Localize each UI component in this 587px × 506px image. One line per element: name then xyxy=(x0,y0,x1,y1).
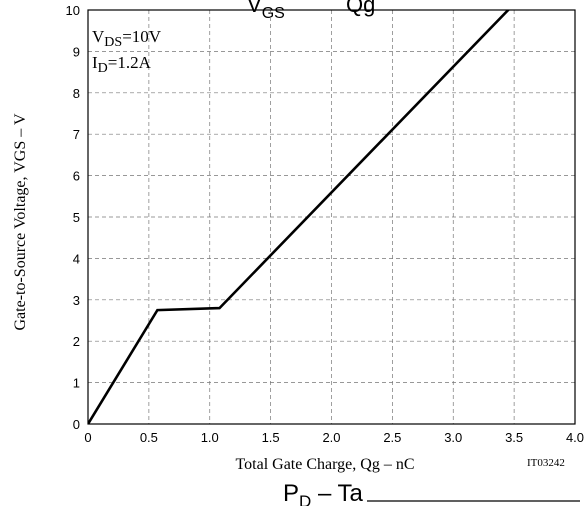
chart-title-right: Qg xyxy=(346,0,375,17)
y-tick-label: 5 xyxy=(73,210,80,225)
x-tick-label: 0.5 xyxy=(140,430,158,445)
x-tick-label: 2.5 xyxy=(383,430,401,445)
plot-frame xyxy=(87,9,576,425)
x-tick-label: 1.5 xyxy=(262,430,280,445)
grid-lines xyxy=(88,10,575,424)
x-tick-label: 0 xyxy=(84,430,91,445)
x-tick-label: 1.0 xyxy=(201,430,219,445)
x-tick-label: 4.0 xyxy=(566,430,584,445)
chart-title-left: VGS xyxy=(247,0,285,22)
x-tick-label: 2.0 xyxy=(322,430,340,445)
y-tick-label: 1 xyxy=(73,376,80,391)
y-tick-labels: 0 1 2 3 4 5 6 7 8 9 10 xyxy=(66,3,80,432)
series-group xyxy=(88,10,511,424)
x-tick-label: 3.0 xyxy=(444,430,462,445)
annotation-vds: VDS=10V xyxy=(92,27,162,50)
y-tick-label: 6 xyxy=(73,169,80,184)
annotation-id: ID=1.2A xyxy=(92,53,152,76)
y-tick-label: 7 xyxy=(73,127,80,142)
series-line-0 xyxy=(88,10,511,424)
y-tick-label: 2 xyxy=(73,334,80,349)
x-axis-label: Total Gate Charge, Qg – nC xyxy=(236,456,415,473)
y-tick-label: 10 xyxy=(66,3,80,18)
next-chart-title: PD – Ta xyxy=(283,480,364,506)
y-tick-label: 9 xyxy=(73,44,80,59)
y-tick-label: 3 xyxy=(73,293,80,308)
chart-title-left-sub: GS xyxy=(262,5,285,22)
y-tick-label: 0 xyxy=(73,417,80,432)
figure-code: IT03242 xyxy=(527,457,565,469)
x-tick-label: 3.5 xyxy=(505,430,523,445)
y-tick-label: 4 xyxy=(73,251,80,266)
y-axis-label: Gate-to-Source Voltage, VGS – V xyxy=(12,113,29,330)
y-tick-label: 8 xyxy=(73,86,80,101)
x-tick-labels: 0 0.5 1.0 1.5 2.0 2.5 3.0 3.5 4.0 xyxy=(84,430,584,445)
